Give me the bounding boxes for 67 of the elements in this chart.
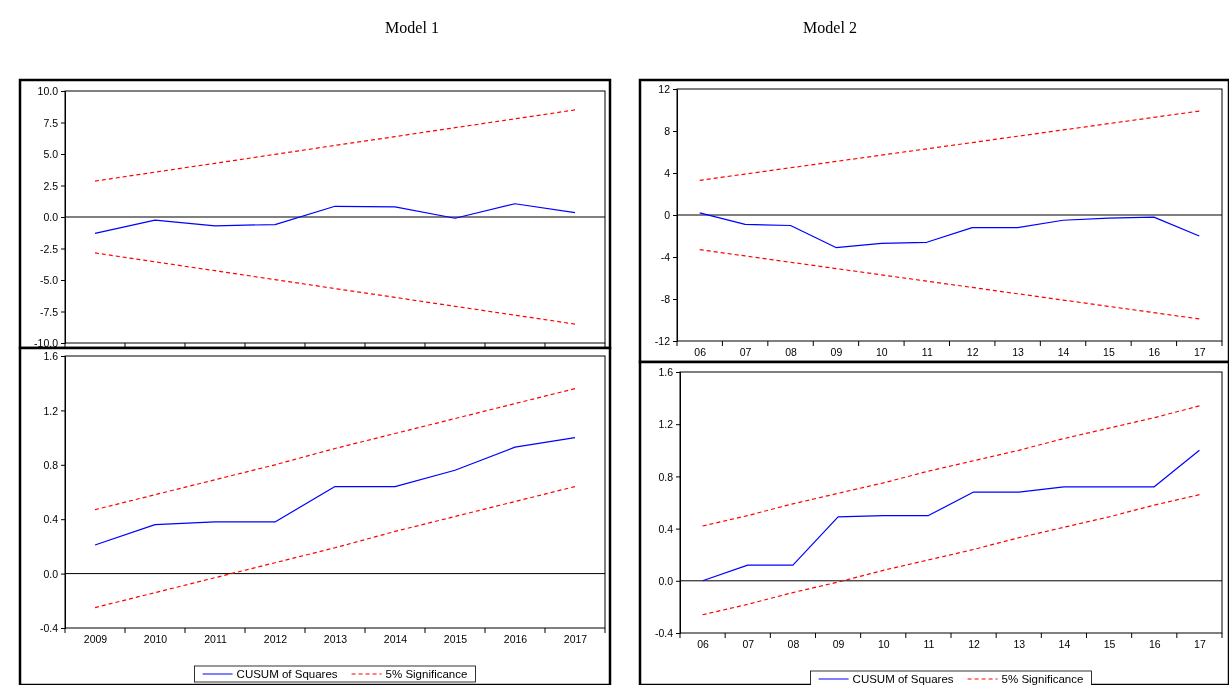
x-tick-label: 2015 (443, 633, 468, 646)
y-tick-label: 10.0 (37, 85, 59, 98)
y-tick-label: 0.8 (658, 470, 674, 483)
y-tick-label: 7.5 (43, 116, 59, 129)
x-tick-label: 2013 (323, 633, 348, 646)
y-tick-label: 8 (664, 125, 671, 138)
x-tick-label: 10 (877, 638, 890, 651)
x-tick-label: 08 (785, 346, 798, 359)
y-tick-label: -8 (660, 293, 671, 306)
x-tick-label: 2011 (204, 633, 227, 646)
x-tick-label: 11 (923, 638, 935, 651)
legend-label: CUSUM of Squares (852, 673, 954, 685)
x-tick-label: 2010 (143, 633, 168, 646)
x-tick-label: 09 (830, 346, 843, 359)
x-tick-label: 2014 (383, 633, 408, 646)
y-tick-label: -0.4 (654, 627, 674, 640)
x-tick-label: 10 (876, 346, 888, 359)
x-tick-label: 2012 (263, 633, 288, 646)
y-tick-label: 12 (658, 83, 671, 96)
y-tick-label: 1.6 (658, 366, 674, 379)
x-tick-label: 12 (968, 638, 981, 651)
y-tick-label: -12 (654, 335, 671, 348)
x-tick-label: 2017 (563, 633, 588, 646)
x-tick-label: 06 (697, 638, 710, 651)
x-tick-label: 07 (739, 346, 752, 359)
y-tick-label: -2.5 (39, 242, 59, 255)
legend-label: 5% Significance (385, 668, 468, 680)
y-tick-label: 5.0 (43, 148, 59, 161)
y-tick-label: 2.5 (43, 179, 59, 192)
legend-label: 5% Significance (1001, 673, 1084, 685)
chart-title: Model 2 (803, 19, 857, 36)
x-tick-label: 2016 (503, 633, 528, 646)
y-tick-label: -0.4 (39, 622, 59, 635)
y-tick-label: 0.0 (658, 574, 674, 587)
x-tick-label: 08 (787, 638, 800, 651)
x-tick-label: 12 (966, 346, 979, 359)
y-tick-label: -7.5 (39, 305, 59, 318)
x-tick-label: 16 (1148, 346, 1161, 359)
chart-title: Model 1 (385, 19, 439, 36)
x-tick-label: 09 (832, 638, 845, 651)
y-tick-label: 0.0 (43, 567, 59, 580)
x-tick-label: 14 (1058, 638, 1071, 651)
x-tick-label: 15 (1103, 638, 1116, 651)
y-tick-label: 1.2 (658, 418, 674, 431)
x-tick-label: 2009 (83, 633, 108, 646)
y-tick-label: 0.8 (43, 458, 59, 471)
y-tick-label: 0.4 (43, 513, 59, 526)
y-tick-label: 1.6 (43, 350, 59, 363)
x-tick-label: 15 (1103, 346, 1115, 359)
x-tick-label: 14 (1057, 346, 1070, 359)
y-tick-label: -5.0 (39, 274, 59, 287)
x-tick-label: 17 (1194, 638, 1206, 651)
y-tick-label: 0 (664, 209, 671, 222)
y-tick-label: 4 (664, 167, 671, 180)
y-tick-label: -4 (660, 251, 671, 264)
x-tick-label: 07 (742, 638, 755, 651)
y-tick-label: 0.0 (43, 211, 59, 224)
x-tick-label: 17 (1193, 346, 1206, 359)
x-tick-label: 13 (1013, 638, 1026, 651)
y-tick-label: 1.2 (43, 404, 59, 417)
y-tick-label: 0.4 (658, 522, 674, 535)
x-tick-label: 13 (1012, 346, 1025, 359)
x-tick-label: 11 (921, 346, 933, 359)
y-tick-label: -10.0 (34, 337, 59, 350)
x-tick-label: 06 (694, 346, 707, 359)
x-tick-label: 16 (1148, 638, 1161, 651)
legend-label: CUSUM of Squares (236, 668, 338, 680)
